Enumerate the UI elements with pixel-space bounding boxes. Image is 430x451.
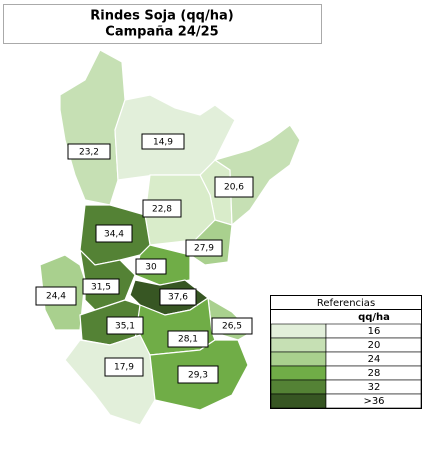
legend-title: Referencias	[317, 298, 375, 309]
region-label: 34,4	[104, 230, 124, 240]
region-label: 23,2	[79, 148, 99, 158]
region-label: 37,6	[168, 293, 188, 303]
legend-label: 20	[368, 340, 381, 351]
title-box	[3, 4, 322, 44]
legend-label: 24	[368, 354, 381, 365]
legend-swatch	[270, 393, 327, 409]
region-label: 30	[145, 263, 157, 273]
region	[213, 124, 301, 227]
region-label: 27,9	[194, 244, 214, 254]
legend-swatch	[270, 323, 327, 339]
region-label: 29,3	[188, 371, 208, 381]
region-label: 22,8	[152, 205, 172, 215]
region-label: 28,1	[178, 335, 198, 345]
legend-swatch	[270, 337, 327, 353]
legend-swatch	[270, 365, 327, 381]
region-label: 26,5	[222, 322, 242, 332]
region-label: 35,1	[115, 322, 135, 332]
legend-swatch	[270, 351, 327, 367]
legend-label: 16	[368, 326, 381, 337]
legend-label: 32	[368, 382, 381, 393]
legend-unit: qq/ha	[358, 312, 390, 323]
region	[64, 334, 156, 426]
region-label: 20,6	[224, 183, 244, 193]
legend-cell	[325, 393, 422, 409]
legend-label: >36	[363, 396, 384, 407]
region-label: 14,9	[153, 138, 173, 148]
subtitle: Campaña 24/25	[105, 25, 218, 40]
title: Rindes Soja (qq/ha)	[90, 9, 233, 24]
regions	[39, 49, 301, 426]
region-label: 31,5	[91, 283, 111, 293]
region-label: 17,9	[114, 363, 134, 373]
legend-label: 28	[368, 368, 381, 379]
region-labels: 23,2 14,9 20,6 22,8 34,4 27,9 30 24,4 31…	[35, 133, 254, 384]
legend: Referencias qq/ha 16 20 24 28 32 >36	[270, 295, 422, 409]
legend-swatch	[270, 379, 327, 395]
region-label: 24,4	[46, 292, 66, 302]
